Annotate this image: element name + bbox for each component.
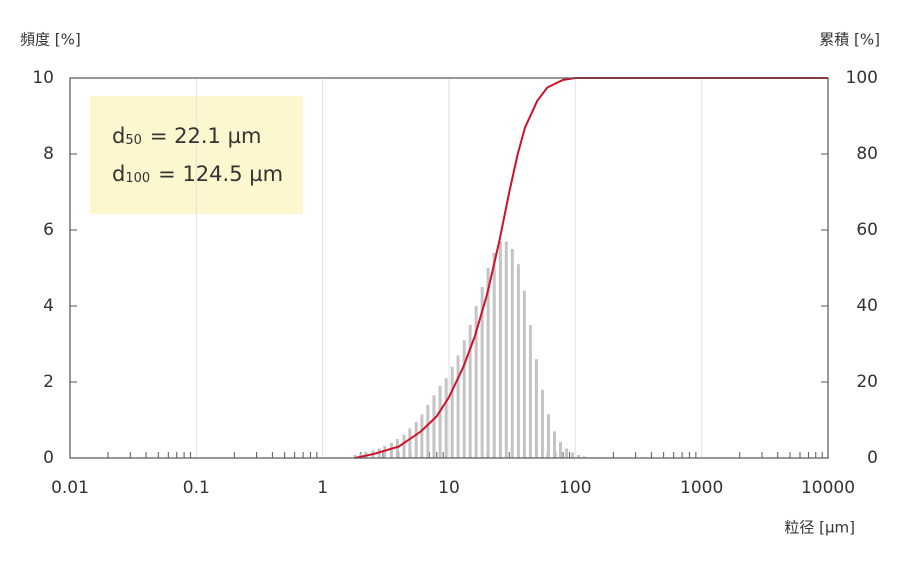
bar xyxy=(474,306,478,458)
y-tick-label: 8 xyxy=(43,144,54,164)
bar xyxy=(486,268,490,458)
bar xyxy=(462,340,466,458)
y-tick-label: 0 xyxy=(43,448,54,468)
bar xyxy=(402,434,406,458)
x-tick-label: 0.1 xyxy=(183,478,210,498)
bar xyxy=(540,389,544,458)
y-axis-label: 頻度 [%] xyxy=(20,31,81,49)
plot-frame xyxy=(69,77,829,459)
y-tick-label: 4 xyxy=(43,296,54,316)
bar xyxy=(577,454,581,458)
bar xyxy=(438,385,442,458)
y2-tick-label: 60 xyxy=(856,220,878,240)
bar xyxy=(552,431,556,458)
x-tick-label: 0.01 xyxy=(51,478,89,498)
annotation-symbol: d xyxy=(112,162,125,186)
bar xyxy=(504,241,508,458)
bar xyxy=(528,325,532,458)
bar xyxy=(414,421,418,458)
bar xyxy=(353,454,357,458)
annotation-text: = 124.5 µm xyxy=(158,162,283,186)
bar xyxy=(432,395,436,458)
x-tick-label: 10 xyxy=(438,478,460,498)
bar xyxy=(395,439,399,458)
bar xyxy=(408,428,412,458)
y2-tick-label: 20 xyxy=(856,372,878,392)
y2-tick-label: 100 xyxy=(846,68,878,88)
annotation-subscript: 50 xyxy=(125,133,142,148)
y2-tick-label: 0 xyxy=(867,448,878,468)
x-axis-label: 粒径 [µm] xyxy=(784,519,855,537)
annotation-symbol: d xyxy=(112,124,125,148)
y-tick-label: 6 xyxy=(43,220,54,240)
annotation: d100 = 124.5 µm xyxy=(112,162,283,186)
bar xyxy=(383,445,387,458)
y2-tick-label: 80 xyxy=(856,144,878,164)
y-tick-label: 2 xyxy=(43,372,54,392)
bar xyxy=(582,456,586,458)
bar xyxy=(389,442,393,458)
y-tick-label: 10 xyxy=(32,68,54,88)
bar xyxy=(492,252,496,458)
bar xyxy=(359,453,363,458)
bar xyxy=(565,448,569,458)
bar xyxy=(420,414,424,458)
bar xyxy=(450,366,454,458)
bar xyxy=(558,442,562,458)
x-tick-label: 1 xyxy=(317,478,328,498)
bar xyxy=(546,414,550,458)
cumulative-line xyxy=(354,77,828,459)
bar xyxy=(510,249,514,458)
annotation: d50 = 22.1 µm xyxy=(112,124,261,148)
x-tick-label: 1000 xyxy=(680,478,723,498)
bar xyxy=(426,404,430,458)
bar xyxy=(534,359,538,458)
bar xyxy=(522,290,526,458)
y2-axis-label: 累積 [%] xyxy=(819,31,880,49)
annotation-text: = 22.1 µm xyxy=(150,124,262,148)
bar xyxy=(468,325,472,458)
bar xyxy=(444,378,448,458)
annotation-subscript: 100 xyxy=(125,171,150,186)
x-tick-label: 10000 xyxy=(801,478,855,498)
bar xyxy=(498,241,502,458)
bar xyxy=(456,355,460,458)
bar xyxy=(571,452,575,458)
bar xyxy=(480,287,484,458)
bar xyxy=(516,264,520,458)
y2-tick-label: 40 xyxy=(856,296,878,316)
x-tick-label: 100 xyxy=(559,478,591,498)
